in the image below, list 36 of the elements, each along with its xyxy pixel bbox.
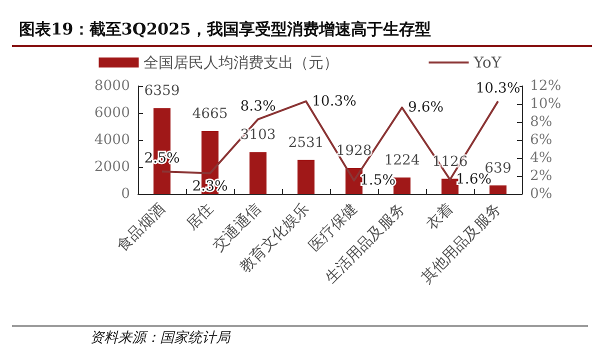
bar [298, 160, 314, 194]
chart-title: 图表19：截至3Q2025，我国享受型消费增速高于生存型 [19, 20, 431, 38]
y-tick-label: 6000 [94, 105, 130, 121]
y2-tick-label: 8% [530, 114, 552, 130]
y2-tick-label: 10% [530, 96, 562, 112]
bar [490, 185, 506, 194]
data-label: 8.3% [240, 98, 276, 114]
legend-label: 全国居民人均消费支出（元） [144, 54, 339, 72]
data-label: 10.3% [476, 80, 520, 96]
legend-label: YoY [472, 54, 502, 72]
data-label: 6359 [144, 83, 180, 100]
data-label: 10.3% [312, 93, 356, 110]
y-tick-label: 4000 [94, 132, 130, 148]
y2-tick-label: 2% [530, 168, 552, 184]
bar [250, 152, 266, 194]
y2-tick-label: 12% [530, 78, 562, 94]
bar [442, 178, 458, 194]
y-tick-label: 0 [121, 186, 130, 202]
y2-tick-label: 0% [530, 186, 552, 202]
x-tick-label: 食品烟酒 [113, 200, 168, 255]
data-label: 2.3% [192, 178, 228, 194]
data-label: 1224 [384, 152, 420, 168]
data-label: 1.6% [456, 172, 492, 188]
bar [394, 177, 410, 194]
y-tick-label: 8000 [94, 78, 130, 94]
data-label: 2531 [288, 134, 324, 151]
y2-tick-label: 4% [530, 150, 552, 166]
y-tick-label: 2000 [94, 159, 130, 175]
data-label: 1928 [336, 142, 372, 159]
data-label: 4665 [192, 106, 228, 122]
x-tick-label: 居住 [182, 200, 216, 234]
data-label: 2.5% [144, 150, 180, 166]
x-tick-label: 衣着 [422, 200, 456, 234]
y2-tick-label: 6% [530, 132, 552, 148]
text: 资料来源：国家统计局 [90, 330, 231, 346]
data-label: 9.6% [408, 100, 444, 116]
